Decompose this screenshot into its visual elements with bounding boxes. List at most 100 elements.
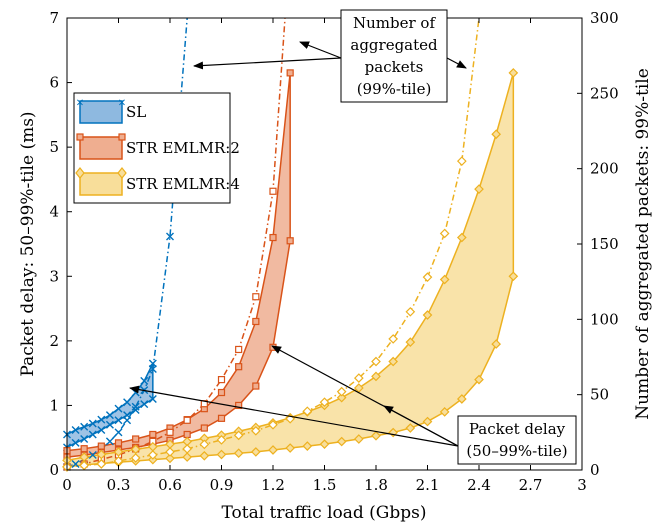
marker-p99-str-emlmr-4 (456, 232, 467, 243)
marker-p50-sl (88, 430, 97, 439)
marker-aggregated-sl (88, 450, 97, 459)
marker-aggregated-str-emlmr-4 (233, 430, 244, 441)
marker-p50-str-emlmr-4 (319, 439, 330, 450)
marker-aggregated-str-emlmr-4 (422, 272, 433, 282)
marker-p99-str-emlmr-2 (97, 442, 105, 450)
marker-aggregated-sl (148, 365, 157, 374)
marker-aggregated-str-emlmr-4 (405, 306, 416, 317)
y-left-tick-label: 3 (49, 267, 59, 285)
legend-marker-str4-a (75, 167, 85, 179)
marker-p50-str-emlmr-4 (439, 407, 450, 417)
marker-aggregated-sl (114, 428, 123, 437)
marker-aggregated-sl (166, 232, 174, 241)
marker-p99-str-emlmr-4 (474, 184, 484, 194)
marker-p99-str-emlmr-4 (388, 356, 399, 367)
marker-p99-str-emlmr-2 (80, 445, 88, 453)
marker-p50-str-emlmr-2 (235, 401, 243, 410)
marker-aggregated-str-emlmr-2 (252, 293, 260, 301)
marker-p99-str-emlmr-4 (353, 383, 364, 393)
x-tick-label: 1.5 (313, 476, 337, 494)
series-markers (62, 68, 519, 472)
y-left-axis-title: Packet delay: 50–99%-tile (ms) (18, 111, 38, 376)
y-right-axis-ticks: 0 50 100 150 200 250 300 (577, 9, 619, 479)
legend: ✕ ✕ SL STR EMLMR:2 STR EMLMR:4 (73, 92, 240, 204)
marker-aggregated-str-emlmr-4 (268, 419, 278, 430)
y-right-axis-title: Number of aggregated packets: 99%-tile (633, 68, 653, 420)
x-tick-label: 0 (62, 476, 72, 494)
marker-p50-sl (105, 420, 114, 429)
marker-aggregated-str-emlmr-4 (165, 447, 175, 457)
legend-label-str-emlmr-2: STR EMLMR:2 (126, 139, 240, 157)
legend-marker-str2-b (118, 133, 126, 141)
marker-p99-str-emlmr-2 (269, 233, 277, 242)
marker-aggregated-str-emlmr-4 (147, 450, 158, 460)
marker-aggregated-sl (131, 402, 140, 411)
marker-p99-str-emlmr-4 (422, 310, 433, 320)
marker-aggregated-str-emlmr-4 (388, 334, 399, 344)
y-left-axis-ticks: 0 1 2 3 4 5 6 7 (49, 9, 72, 479)
marker-p99-str-emlmr-4 (491, 129, 502, 140)
marker-aggregated-str-emlmr-4 (353, 373, 364, 383)
marker-p50-str-emlmr-4 (182, 452, 193, 462)
marker-p50-str-emlmr-4 (165, 453, 175, 464)
arrow-to-sl-aggregated (193, 57, 342, 70)
annotation-line-2: aggregated (350, 36, 438, 54)
marker-p99-sl (123, 398, 132, 407)
delay-bands (67, 72, 514, 467)
marker-p99-sl (105, 411, 114, 420)
y-right-tick-label: 0 (590, 461, 600, 479)
annotation-box-delay (457, 415, 577, 465)
y-left-tick-label: 6 (49, 74, 59, 92)
y-right-tick-label: 250 (590, 84, 619, 102)
annotation-aggregated-packets: Number of aggregated packets (99%-tile) (193, 9, 467, 103)
marker-p50-sl (131, 405, 140, 414)
marker-p99-sl (114, 404, 123, 413)
marker-p50-str-emlmr-4 (405, 423, 416, 433)
marker-aggregated-str-emlmr-2 (269, 187, 277, 195)
marker-aggregated-str-emlmr-2 (166, 428, 174, 436)
marker-p99-str-emlmr-4 (405, 337, 416, 347)
arrow-to-str2-aggregated (299, 41, 342, 59)
x-tick-label: 1.2 (261, 476, 285, 494)
marker-p50-str-emlmr-4 (302, 441, 313, 451)
marker-aggregated-str-emlmr-4 (371, 356, 381, 367)
y-right-tick-label: 50 (590, 386, 609, 404)
marker-aggregated-str-emlmr-2 (235, 345, 243, 354)
x-tick-label: 2.4 (467, 476, 491, 494)
marker-aggregated-sl (105, 437, 114, 446)
y-right-tick-label: 150 (590, 235, 619, 253)
marker-p99-str-emlmr-4 (113, 447, 124, 457)
y-right-tick-label: 200 (590, 160, 619, 178)
marker-p50-str-emlmr-4 (268, 445, 278, 455)
marker-p99-str-emlmr-2 (132, 435, 140, 443)
annotation-line-1: Number of (353, 14, 436, 32)
marker-p99-sl (140, 376, 149, 385)
legend-swatch-str-emlmr-4 (79, 172, 123, 196)
marker-aggregated-str-emlmr-4 (336, 386, 347, 397)
legend-label-str-emlmr-4: STR EMLMR:4 (126, 175, 240, 193)
marker-p99-str-emlmr-2 (217, 388, 226, 397)
marker-aggregated-str-emlmr-4 (439, 228, 450, 239)
legend-marker-sl-2: ✕ (118, 98, 126, 109)
x-axis-ticks: 0 0.3 0.6 0.9 1.2 1.5 1.8 2.1 2.4 2.7 3 (62, 18, 587, 494)
marker-p99-str-emlmr-2 (114, 439, 123, 447)
marker-aggregated-str-emlmr-4 (319, 397, 330, 408)
marker-aggregated-str-emlmr-4 (113, 456, 124, 466)
marker-p50-sl (97, 425, 106, 434)
legend-marker-str4-b (117, 167, 127, 179)
marker-aggregated-str-emlmr-4 (96, 459, 107, 469)
legend-item-sl: ✕ ✕ SL (76, 98, 146, 124)
marker-aggregated-str-emlmr-4 (456, 156, 467, 166)
marker-p99-str-emlmr-2 (235, 363, 243, 371)
marker-p50-str-emlmr-4 (456, 394, 467, 404)
marker-aggregated-str-emlmr-4 (216, 435, 227, 445)
marker-p50-str-emlmr-4 (508, 271, 519, 282)
annotation-delay-line-1: Packet delay (469, 420, 566, 438)
y-left-tick-label: 4 (49, 203, 59, 221)
legend-label-sl: SL (126, 103, 146, 121)
marker-p99-str-emlmr-2 (149, 430, 157, 439)
marker-p50-sl (71, 438, 80, 447)
y-left-tick-label: 5 (49, 138, 59, 156)
marker-p99-sl (71, 425, 80, 434)
marker-aggregated-str-emlmr-2 (217, 376, 226, 384)
